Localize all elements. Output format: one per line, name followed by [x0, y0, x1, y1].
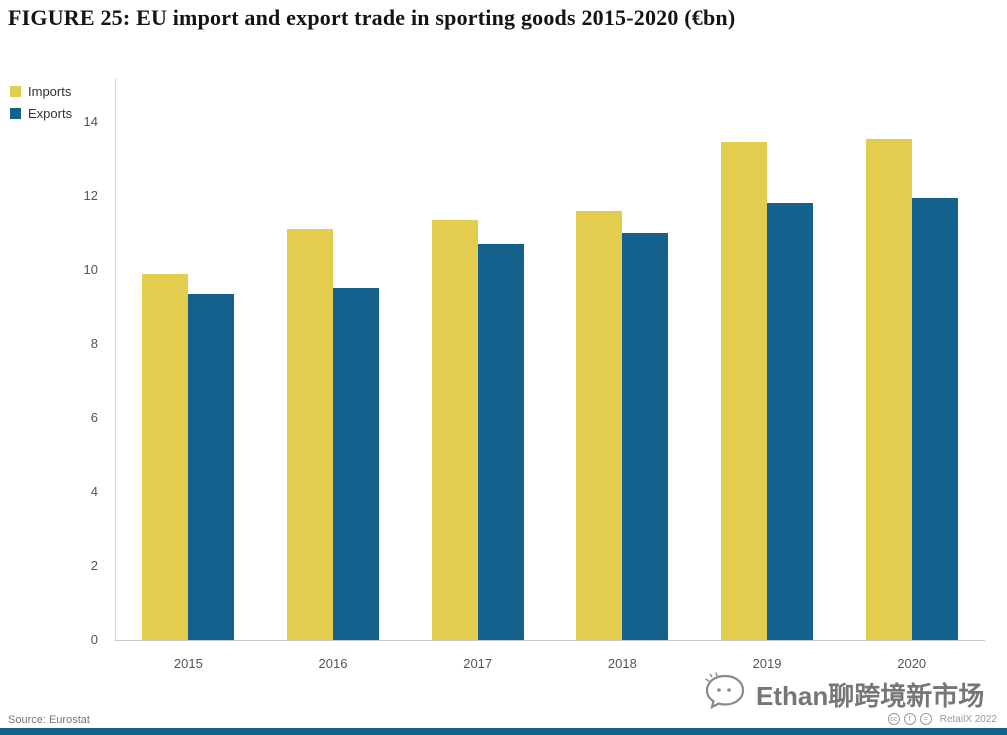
bar-exports-2016 [333, 288, 379, 640]
bar-group-2020 [839, 122, 984, 640]
x-axis-line [115, 640, 985, 641]
y-tick-14: 14 [83, 114, 98, 129]
bar-imports-2018 [576, 211, 623, 640]
chart-legend: Imports Exports [10, 84, 72, 128]
plot-area [116, 122, 984, 640]
bar-exports-2019 [767, 203, 814, 640]
y-axis-labels: 0 2 4 6 8 10 12 14 [58, 114, 108, 647]
watermark-text: Ethan聊跨境新市场 [756, 681, 985, 711]
bar-group-2018 [550, 122, 695, 640]
x-tick-2016: 2016 [318, 656, 348, 671]
by-icon: f [903, 713, 916, 725]
y-tick-8: 8 [90, 336, 98, 351]
bar-imports-2016 [287, 229, 333, 640]
legend-label-imports: Imports [28, 84, 72, 99]
exports-swatch-icon [10, 108, 21, 119]
bar-imports-2015 [142, 274, 189, 640]
x-tick-2018: 2018 [607, 656, 637, 671]
chat-bubble-logo-icon [702, 672, 748, 717]
x-tick-2017: 2017 [463, 656, 493, 671]
source-note: Source: Eurostat [8, 714, 90, 726]
legend-item-imports: Imports [10, 84, 72, 99]
y-axis-line [115, 78, 116, 641]
imports-swatch-icon [10, 86, 21, 97]
y-tick-10: 10 [83, 262, 98, 277]
y-tick-6: 6 [90, 410, 98, 425]
bar-exports-2020 [911, 198, 958, 640]
license-badge-row: cc f = RetailX 2022 [887, 713, 997, 725]
bar-exports-2018 [622, 233, 669, 640]
x-tick-2015: 2015 [173, 656, 203, 671]
nd-icon: = [919, 713, 932, 725]
bar-exports-2017 [477, 244, 524, 640]
bar-exports-2015 [188, 294, 235, 640]
watermark: Ethan聊跨境新市场 [702, 672, 1002, 717]
x-tick-2020: 2020 [897, 656, 927, 671]
bar-imports-2017 [431, 220, 478, 640]
bar-imports-2020 [865, 139, 912, 640]
cc-icon: cc [887, 713, 900, 725]
y-tick-2: 2 [90, 558, 98, 573]
legend-label-exports: Exports [28, 106, 73, 121]
retailx-badge: RetailX 2022 [939, 713, 997, 725]
figure-title: FIGURE 25: EU import and export trade in… [8, 5, 736, 30]
bar-imports-2019 [721, 142, 768, 640]
bar-group-2017 [405, 122, 550, 640]
x-tick-2019: 2019 [752, 656, 782, 671]
bar-group-2019 [695, 122, 840, 640]
bar-group-2016 [261, 122, 406, 640]
x-axis-labels: 2015 2016 2017 2018 2019 2020 [116, 656, 984, 671]
y-tick-4: 4 [90, 484, 98, 499]
bottom-accent-strip [0, 728, 1007, 735]
legend-item-exports: Exports [10, 106, 72, 121]
y-tick-0: 0 [90, 632, 98, 647]
y-tick-12: 12 [83, 188, 98, 203]
bar-group-2015 [116, 122, 261, 640]
